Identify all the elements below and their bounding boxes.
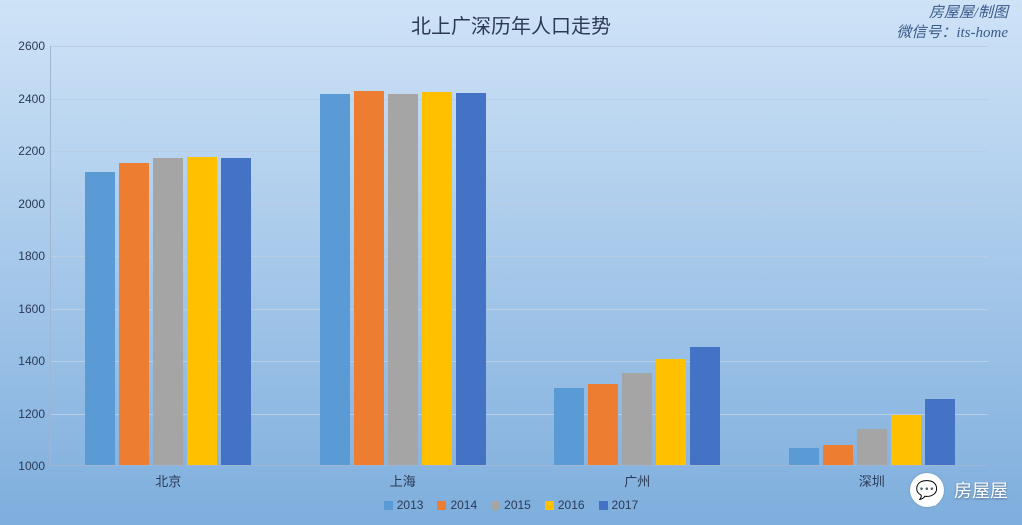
bar (823, 445, 853, 465)
bar (622, 373, 652, 465)
y-tick-label: 1200 (18, 407, 45, 421)
bar (153, 158, 183, 465)
x-tick-label: 广州 (624, 471, 650, 490)
legend-item: 2017 (599, 498, 639, 512)
legend-swatch (384, 501, 393, 510)
x-tick-label: 上海 (390, 471, 416, 490)
y-tick-label: 1800 (18, 249, 45, 263)
bar (320, 94, 350, 465)
legend-label: 2013 (397, 498, 424, 512)
bar (456, 93, 486, 465)
bar (925, 399, 955, 465)
bar (221, 158, 251, 465)
chart-title: 北上广深历年人口走势 (0, 10, 1022, 39)
bar (656, 359, 686, 465)
bar (354, 91, 384, 465)
grid-line (51, 99, 988, 100)
watermark-line1: 房屋屋/制图 (896, 4, 1008, 24)
grid-line (51, 46, 988, 47)
grid-line (51, 151, 988, 152)
legend: 2013 2014 2015 2016 2017 (0, 498, 1022, 512)
chart-container: 北上广深历年人口走势 房屋屋/制图 微信号：its-home 100012001… (0, 0, 1022, 525)
legend-label: 2016 (558, 498, 585, 512)
legend-swatch (599, 501, 608, 510)
legend-label: 2015 (504, 498, 531, 512)
bar (388, 94, 418, 465)
legend-label: 2014 (450, 498, 477, 512)
bar (588, 384, 618, 465)
legend-item: 2015 (491, 498, 531, 512)
plot-area: 100012001400160018002000220024002600北京上海… (50, 46, 988, 466)
y-tick-label: 1600 (18, 302, 45, 316)
bar (187, 157, 217, 465)
y-tick-label: 2200 (18, 144, 45, 158)
x-tick-label: 北京 (155, 471, 181, 490)
legend-item: 2016 (545, 498, 585, 512)
y-tick-label: 1400 (18, 354, 45, 368)
bar (857, 429, 887, 465)
bar (789, 448, 819, 465)
bar (554, 388, 584, 465)
x-tick-label: 深圳 (859, 471, 885, 490)
bar (119, 163, 149, 465)
watermark-line2: 微信号：its-home (896, 24, 1008, 44)
legend-item: 2014 (437, 498, 477, 512)
legend-item: 2013 (384, 498, 424, 512)
bar (891, 415, 921, 465)
bar (690, 347, 720, 465)
bar (422, 92, 452, 465)
legend-swatch (437, 501, 446, 510)
brand-text: 房屋屋 (954, 477, 1008, 503)
legend-label: 2017 (612, 498, 639, 512)
legend-swatch (491, 501, 500, 510)
watermark: 房屋屋/制图 微信号：its-home (896, 4, 1008, 43)
y-tick-label: 2000 (18, 197, 45, 211)
brand-bubble-icon: 💬 (910, 473, 944, 507)
y-tick-label: 1000 (18, 459, 45, 473)
bar (85, 172, 115, 465)
y-tick-label: 2600 (18, 39, 45, 53)
y-tick-label: 2400 (18, 92, 45, 106)
legend-swatch (545, 501, 554, 510)
